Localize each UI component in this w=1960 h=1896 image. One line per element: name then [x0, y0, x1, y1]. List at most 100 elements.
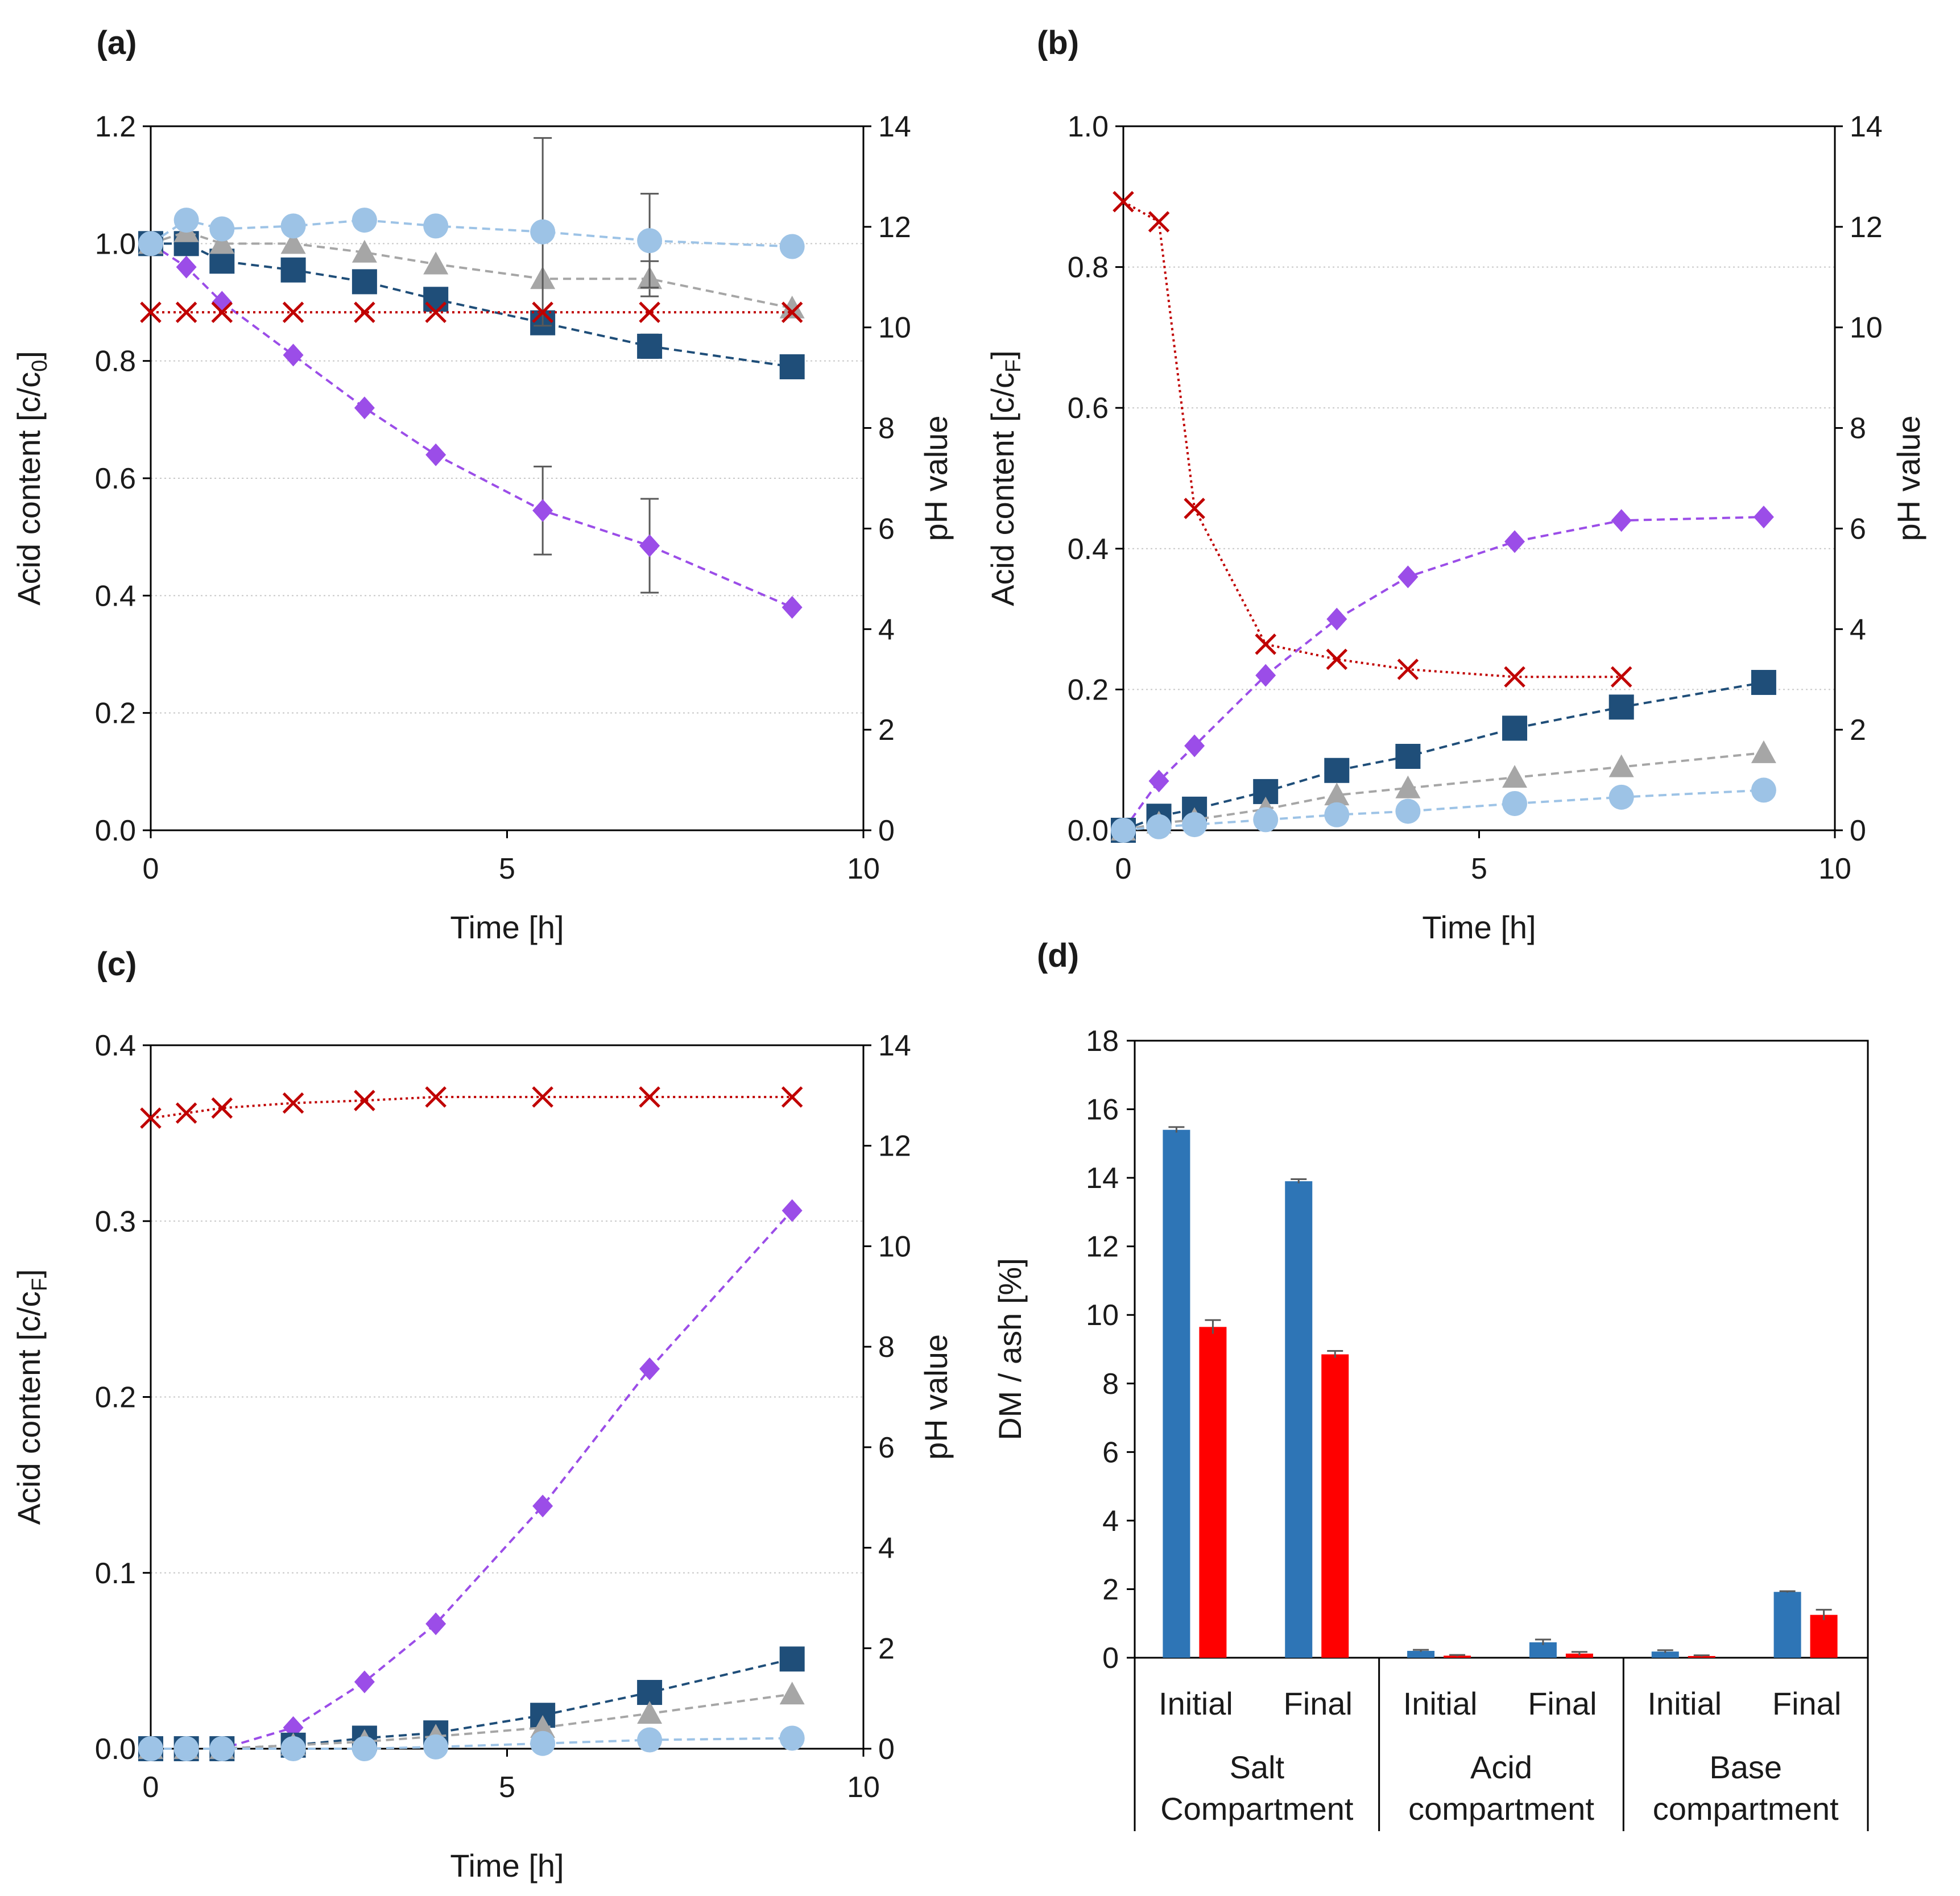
- acetic-point-2: [1184, 734, 1205, 757]
- y-axis-label: Acid content [c/cF]: [985, 350, 1026, 606]
- series-pH: [1113, 191, 1632, 688]
- acetic-point-3: [1255, 664, 1276, 687]
- panel-a: 0.0 0.2 0.4 0.6 0.8 1.0 1.2 0 2 4 6 8 10 12 14 0 5 10 Time…: [11, 24, 954, 945]
- y-axis-label-end: ]: [11, 1269, 47, 1278]
- valeric-point-3: [1253, 807, 1279, 833]
- acetic-point-6: [532, 499, 553, 522]
- butyric-point-6: [530, 1715, 556, 1738]
- x-tick-label: 5: [499, 1771, 515, 1804]
- series-line-acetic: [151, 1210, 793, 1750]
- pH-point-1-stroke-b: [1148, 211, 1170, 233]
- valeric-point-5: [423, 213, 449, 239]
- valeric-point-1: [173, 1736, 199, 1761]
- valeric-point-2: [1182, 812, 1208, 838]
- y-tick-label: 0: [1102, 1642, 1119, 1675]
- group-label-line1: Base: [1709, 1749, 1782, 1785]
- butyric-point-5: [1395, 775, 1421, 798]
- pH-point-1-stroke-b: [175, 1102, 197, 1124]
- valeric-point-0: [138, 1736, 163, 1761]
- pH-point-8: [781, 301, 803, 323]
- y-tick-label: 0.4: [95, 579, 136, 612]
- pH-point-4: [354, 1090, 375, 1111]
- y-tick-label: 0.8: [95, 345, 136, 378]
- series-pH: [140, 1086, 803, 1129]
- butyric-point-8: [779, 295, 805, 318]
- valeric-point-7: [637, 228, 663, 254]
- pH-point-2: [211, 301, 233, 323]
- series-line-butyric: [1123, 751, 1764, 831]
- valeric-point-5: [423, 1734, 449, 1760]
- propionic-point-8: [1751, 670, 1776, 696]
- pH-point-4-stroke-b: [1326, 648, 1348, 670]
- pH-point-7: [639, 1086, 660, 1108]
- valeric-point-6: [530, 219, 556, 245]
- y-tick-label: 0.2: [95, 1381, 136, 1414]
- valeric-point-7: [637, 1727, 663, 1753]
- valeric-point-1: [173, 208, 199, 233]
- valeric-point-6: [530, 1731, 556, 1756]
- bar-ash-0: [1199, 1327, 1227, 1658]
- x-tick-label: 10: [847, 852, 880, 885]
- acetic-point-6: [1504, 530, 1525, 553]
- bar-ash-1: [1321, 1354, 1349, 1658]
- series-acetic: [140, 1199, 803, 1760]
- y-tick-label: 0.1: [95, 1557, 136, 1590]
- valeric-point-7: [1608, 784, 1634, 810]
- x-tick-label: 5: [1471, 852, 1487, 885]
- valeric-point-2: [209, 1736, 235, 1761]
- acetic-point-5: [425, 443, 446, 466]
- pH-point-3: [282, 301, 304, 323]
- y2-tick-label: 14: [878, 110, 911, 143]
- group-label-line1: Salt: [1230, 1749, 1285, 1785]
- y-tick-label: 8: [1102, 1368, 1119, 1401]
- pH-point-6: [1504, 666, 1525, 688]
- y-tick-label: 18: [1086, 1025, 1119, 1058]
- pH-point-0: [140, 301, 162, 323]
- series-valeric: [138, 137, 805, 327]
- bar-DM-1: [1285, 1181, 1313, 1658]
- pH-point-1: [175, 301, 197, 323]
- y2-tick-label: 4: [878, 613, 895, 646]
- category-label: Final: [1772, 1686, 1841, 1721]
- y2-axis-label: pH value: [1891, 415, 1926, 541]
- category-label: Final: [1284, 1686, 1353, 1721]
- y-tick-label: 0.0: [95, 814, 136, 847]
- bar-ash-3: [1565, 1653, 1593, 1658]
- y2-tick-label: 8: [878, 1331, 895, 1364]
- y-tick-label: 0.0: [95, 1733, 136, 1766]
- pH-point-8: [781, 1086, 803, 1108]
- pH-point-7: [639, 301, 660, 323]
- butyric-point-7: [637, 1701, 663, 1724]
- panel-label: (a): [97, 24, 137, 61]
- group-label-line1: Acid: [1470, 1749, 1532, 1785]
- butyric-point-4: [352, 239, 377, 263]
- y-axis-label-subscript: F: [1002, 359, 1026, 372]
- propionic-point-5: [423, 287, 449, 312]
- series-line-valeric: [1123, 789, 1764, 831]
- pH-point-1-stroke-b: [175, 301, 197, 323]
- valeric-point-4: [1324, 802, 1350, 827]
- y2-tick-label: 6: [878, 1431, 895, 1464]
- category-label: Initial: [1159, 1686, 1233, 1721]
- x-axis-label: Time [h]: [450, 1848, 564, 1883]
- pH-point-4-stroke-b: [354, 301, 375, 323]
- propionic-point-7: [1608, 694, 1634, 720]
- pH-point-2-stroke-b: [211, 1097, 233, 1119]
- bar-DM-4: [1651, 1651, 1679, 1658]
- propionic-point-7: [637, 333, 663, 359]
- y-axis-label-main: Acid content [c/c: [985, 372, 1020, 606]
- panel-d: 0 2 4 6 8 10 12 14 16 18 DM / ash [%] (d) Initial Fin…: [992, 937, 1869, 1831]
- y2-tick-label: 2: [878, 714, 895, 747]
- acetic-point-5: [1397, 565, 1419, 589]
- panel-label: (c): [97, 946, 137, 983]
- acetic-point-4: [1326, 607, 1347, 631]
- acetic-point-7: [1611, 509, 1632, 532]
- pH-point-4: [354, 301, 375, 323]
- series-line-pH: [1123, 200, 1622, 678]
- pH-point-7-stroke-b: [639, 301, 660, 323]
- y2-tick-label: 14: [878, 1029, 911, 1062]
- series-pH: [140, 301, 803, 323]
- y2-tick-label: 12: [878, 1130, 911, 1163]
- pH-point-8-stroke-b: [781, 1086, 803, 1108]
- bar-ash-2: [1444, 1655, 1471, 1658]
